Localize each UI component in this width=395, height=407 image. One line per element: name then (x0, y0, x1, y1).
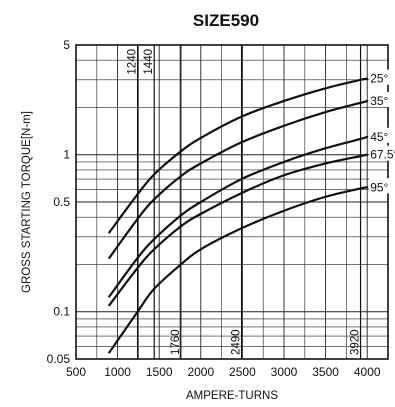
series-label-background (369, 91, 395, 107)
x-tick-label: 3500 (312, 365, 339, 379)
x-tick-label: 1500 (146, 365, 173, 379)
x-tick-labels: 500 1000 1500 2000 2500 3000 3500 4000 (66, 365, 381, 379)
series-label: 25° (370, 72, 388, 86)
series-line (108, 77, 369, 234)
series-line (108, 186, 369, 354)
y-tick-label: 1 (63, 148, 70, 162)
reference-line-label: 3920 (350, 329, 362, 355)
series-line (108, 99, 369, 260)
series-label-background (369, 178, 395, 194)
chart-title: SIZE590 (193, 11, 259, 30)
grid (76, 45, 388, 359)
y-tick-label: 0.05 (47, 352, 71, 366)
series-label: 95° (370, 180, 388, 194)
y-tick-label: 5 (63, 38, 70, 52)
x-tick-label: 500 (66, 365, 86, 379)
reference-line-label: 1440 (143, 49, 155, 75)
x-tick-label: 2500 (229, 365, 256, 379)
series-label-background (369, 127, 395, 143)
series-line (108, 135, 369, 298)
series-labels: 25° 35° 45° 67.5° 95° (369, 69, 395, 194)
series-label-background (369, 69, 395, 85)
series-group (108, 77, 369, 354)
series-label: 67.5° (370, 148, 395, 162)
y-tick-labels: 0.05 0.1 0.5 1 5 (47, 38, 71, 366)
x-tick-label: 1000 (104, 365, 131, 379)
reference-line-label: 1240 (127, 49, 139, 75)
reference-line-label: 1760 (170, 329, 182, 355)
series-label: 35° (370, 94, 388, 108)
x-tick-label: 3000 (271, 365, 298, 379)
y-axis-label: GROSS STARTING TORQUE[N-m] (21, 111, 33, 293)
x-tick-label: 4000 (354, 365, 381, 379)
y-tick-label: 0.1 (53, 305, 70, 319)
reference-line-label: 2490 (231, 329, 243, 355)
x-axis-label: AMPERE-TURNS (186, 390, 278, 402)
plot-frame (75, 44, 389, 360)
reference-lines: 1240 1440 1760 2490 3920 (127, 45, 362, 359)
y-tick-label: 0.5 (53, 195, 70, 209)
series-label: 45° (370, 130, 388, 144)
x-tick-label: 2000 (187, 365, 214, 379)
series-label-background (369, 145, 395, 161)
series-line (108, 153, 369, 307)
